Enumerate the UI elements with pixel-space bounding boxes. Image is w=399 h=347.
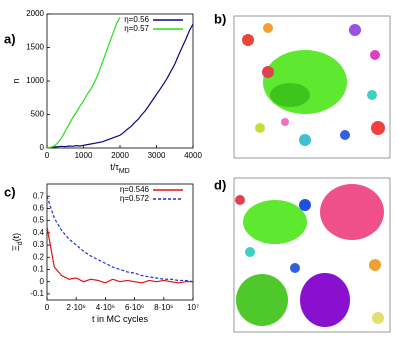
particle (367, 90, 377, 100)
render-b (233, 15, 391, 159)
series-line (46, 226, 193, 284)
particle (281, 118, 289, 126)
panel-label: c) (4, 184, 16, 199)
y-tick-label: 0.1 (33, 265, 45, 274)
cluster (270, 83, 310, 107)
y-tick-label: 1000 (26, 76, 44, 85)
cluster (320, 184, 384, 240)
particle (290, 263, 300, 273)
panel-label: d) (214, 177, 226, 192)
panel-label: a) (4, 31, 16, 46)
label-part: t/τ (110, 162, 119, 172)
x-tick-label: 1000 (75, 151, 93, 160)
label-part: (t) (11, 233, 21, 242)
y-tick-label: 0.6 (33, 204, 45, 213)
y-axis-label: n (11, 78, 21, 83)
y-tick-label: 0.4 (33, 228, 45, 237)
y-tick-label: 2000 (26, 9, 44, 18)
particle (372, 312, 384, 324)
particle (262, 66, 274, 78)
particle (299, 134, 311, 146)
x-axis-label: t/τMD (110, 162, 129, 175)
label-part: MD (119, 168, 130, 175)
cluster (243, 200, 307, 244)
x-tick-label: 10⁷ (187, 303, 199, 312)
particle (349, 24, 361, 36)
particle (255, 123, 265, 133)
series-line (46, 17, 121, 149)
particle (245, 247, 255, 257)
y-tick-label: 0.2 (33, 252, 45, 261)
particle (235, 195, 245, 205)
series-line (46, 196, 194, 283)
label-part: t in MC cycles (92, 314, 149, 324)
x-tick-label: 3000 (148, 151, 166, 160)
particle (370, 50, 380, 60)
particle (299, 199, 311, 211)
y-tick-label: -0.1 (30, 289, 44, 298)
cluster (300, 273, 350, 327)
series-line (46, 23, 194, 149)
x-tick-label: 4·10⁶ (96, 303, 115, 312)
x-tick-label: 8·10⁶ (154, 303, 173, 312)
legend-label: η=0.57 (124, 24, 149, 33)
x-tick-label: 6·10⁶ (125, 303, 144, 312)
label-part: n (11, 78, 21, 83)
y-tick-label: 0.3 (33, 240, 45, 249)
legend-label: η=0.56 (124, 15, 149, 24)
render-d (233, 177, 391, 333)
plot-frame (46, 13, 194, 149)
legend-label: η=0.546 (120, 185, 150, 194)
particle (263, 23, 273, 33)
y-tick-label: 500 (31, 110, 45, 119)
x-tick-label: 4000 (184, 151, 202, 160)
particle (371, 121, 385, 135)
x-tick-label: 2·10⁶ (67, 303, 86, 312)
cluster (236, 274, 288, 326)
x-tick-label: 0 (45, 151, 50, 160)
particle (340, 130, 350, 140)
plot-frame (46, 183, 194, 301)
particle (242, 34, 254, 46)
particle (369, 259, 381, 271)
y-axis-label: Ξd(t) (11, 233, 24, 251)
y-tick-label: 1500 (26, 43, 44, 52)
legend-label: η=0.572 (120, 194, 150, 203)
x-tick-label: 0 (45, 303, 50, 312)
x-tick-label: 2000 (111, 151, 129, 160)
x-axis-label: t in MC cycles (92, 314, 149, 324)
y-tick-label: 0 (40, 143, 45, 152)
y-tick-label: 0.7 (33, 191, 45, 200)
cluster (263, 50, 347, 114)
y-tick-label: 0 (40, 277, 45, 286)
panel-label: b) (214, 11, 226, 26)
y-tick-label: 0.5 (33, 216, 45, 225)
label-part: d (17, 241, 24, 245)
label-part: Ξ (11, 245, 21, 251)
